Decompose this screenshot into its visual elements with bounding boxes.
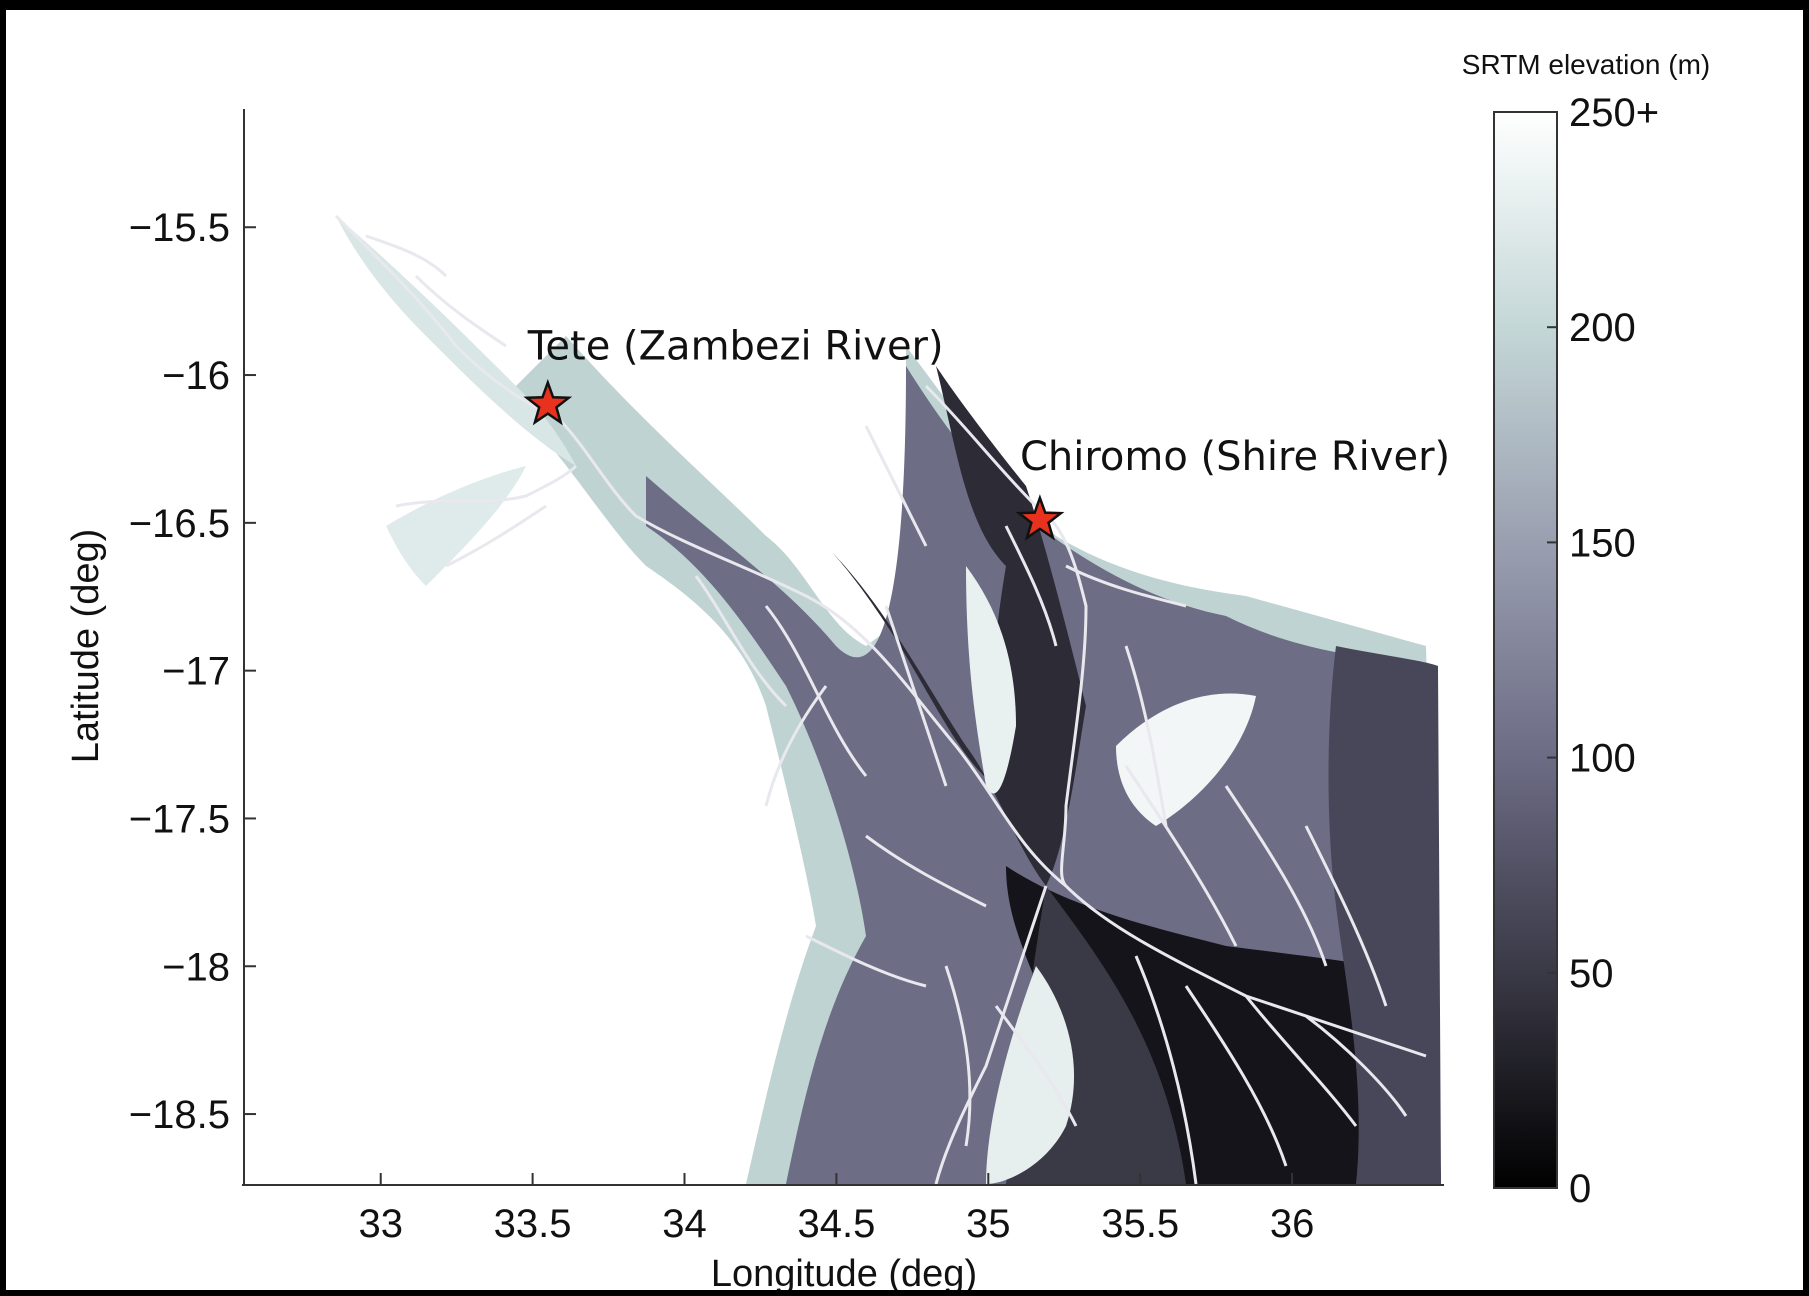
x-tick-label: 36: [1270, 1202, 1315, 1246]
y-axis-label: Latitude (deg): [65, 529, 107, 764]
colorbar-tick-label: 50: [1569, 952, 1614, 996]
colorbar-gradient: [1493, 111, 1558, 1189]
x-axis-label: Longitude (deg): [711, 1253, 977, 1290]
y-tick-label: −16: [162, 354, 230, 398]
x-tick-label: 34.5: [797, 1202, 875, 1246]
colorbar-tick-label: 100: [1569, 737, 1636, 781]
x-tick-label: 35.5: [1101, 1202, 1179, 1246]
location-star-marker: [1015, 494, 1065, 541]
y-tick-label: −18: [162, 945, 230, 989]
y-tick-label: −18.5: [129, 1093, 230, 1137]
top-border: [6, 6, 1803, 10]
colorbar-tick-label: 250+: [1569, 91, 1659, 135]
y-tick-label: −16.5: [129, 502, 230, 546]
colorbar-tick-label: 150: [1569, 521, 1636, 565]
map-figure: 33 33.5 34 34.5 35 35.5 36 −15.5 −16 −16.5 −17 −17…: [6, 6, 1803, 1290]
colorbar-ticks: 250+ 200 150 100 50 0: [1547, 91, 1659, 1211]
colorbar-tick-label: 200: [1569, 306, 1636, 350]
y-tick-label: −17: [162, 650, 230, 694]
y-tick-label: −17.5: [129, 797, 230, 841]
elevation-map: 33 33.5 34 34.5 35 35.5 36 −15.5 −16 −16.5 −17 −17…: [65, 49, 1710, 1290]
x-axis-ticks: 33 33.5 34 34.5 35 35.5 36: [358, 1173, 1314, 1246]
axes: 33 33.5 34 34.5 35 35.5 36 −15.5 −16 −16.5 −17 −17…: [65, 109, 1444, 1290]
x-tick-label: 34: [662, 1202, 707, 1246]
terrain: [336, 216, 1441, 1184]
location-label: Tete (Zambezi River): [527, 324, 944, 370]
colorbar-tick-label: 0: [1569, 1167, 1591, 1211]
y-tick-label: −15.5: [129, 206, 230, 250]
colorbar: SRTM elevation (m) 250+ 200 150 100 50 0: [1462, 49, 1710, 1211]
x-tick-label: 35: [966, 1202, 1011, 1246]
x-tick-label: 33: [358, 1202, 403, 1246]
colorbar-title: SRTM elevation (m): [1462, 49, 1710, 80]
y-axis-ticks: −15.5 −16 −16.5 −17 −17.5 −18 −18.5: [129, 206, 256, 1137]
river-network: [334, 214, 1427, 1184]
location-markers: Tete (Zambezi River) Chiromo (Shire River…: [523, 324, 1450, 541]
x-tick-label: 33.5: [494, 1202, 572, 1246]
location-star-marker: [523, 378, 573, 426]
location-label: Chiromo (Shire River): [1020, 434, 1450, 480]
